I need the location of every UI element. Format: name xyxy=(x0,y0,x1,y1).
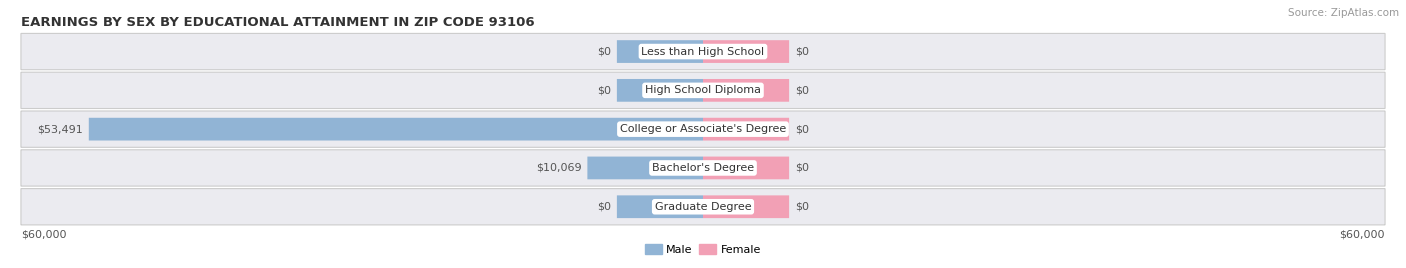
Legend: Male, Female: Male, Female xyxy=(645,244,761,255)
Text: $0: $0 xyxy=(794,47,808,57)
Text: Bachelor's Degree: Bachelor's Degree xyxy=(652,163,754,173)
Text: Graduate Degree: Graduate Degree xyxy=(655,202,751,212)
Text: $0: $0 xyxy=(794,202,808,212)
Text: $0: $0 xyxy=(598,47,612,57)
FancyBboxPatch shape xyxy=(21,150,1385,186)
Text: $53,491: $53,491 xyxy=(38,124,83,134)
FancyBboxPatch shape xyxy=(21,34,1385,70)
Text: $0: $0 xyxy=(794,163,808,173)
Text: High School Diploma: High School Diploma xyxy=(645,85,761,95)
Text: $0: $0 xyxy=(794,124,808,134)
FancyBboxPatch shape xyxy=(703,40,789,63)
FancyBboxPatch shape xyxy=(89,118,703,140)
Text: Less than High School: Less than High School xyxy=(641,47,765,57)
FancyBboxPatch shape xyxy=(703,195,789,218)
Text: $0: $0 xyxy=(598,202,612,212)
FancyBboxPatch shape xyxy=(588,157,703,179)
FancyBboxPatch shape xyxy=(21,72,1385,109)
Text: $10,069: $10,069 xyxy=(536,163,582,173)
FancyBboxPatch shape xyxy=(21,111,1385,147)
FancyBboxPatch shape xyxy=(617,195,703,218)
Text: $60,000: $60,000 xyxy=(1340,230,1385,240)
FancyBboxPatch shape xyxy=(703,157,789,179)
FancyBboxPatch shape xyxy=(703,118,789,140)
Text: Source: ZipAtlas.com: Source: ZipAtlas.com xyxy=(1288,8,1399,18)
Text: College or Associate's Degree: College or Associate's Degree xyxy=(620,124,786,134)
FancyBboxPatch shape xyxy=(617,40,703,63)
Text: $60,000: $60,000 xyxy=(21,230,66,240)
Text: EARNINGS BY SEX BY EDUCATIONAL ATTAINMENT IN ZIP CODE 93106: EARNINGS BY SEX BY EDUCATIONAL ATTAINMEN… xyxy=(21,16,534,29)
FancyBboxPatch shape xyxy=(21,189,1385,225)
Text: $0: $0 xyxy=(598,85,612,95)
Text: $0: $0 xyxy=(794,85,808,95)
FancyBboxPatch shape xyxy=(617,79,703,102)
FancyBboxPatch shape xyxy=(703,79,789,102)
